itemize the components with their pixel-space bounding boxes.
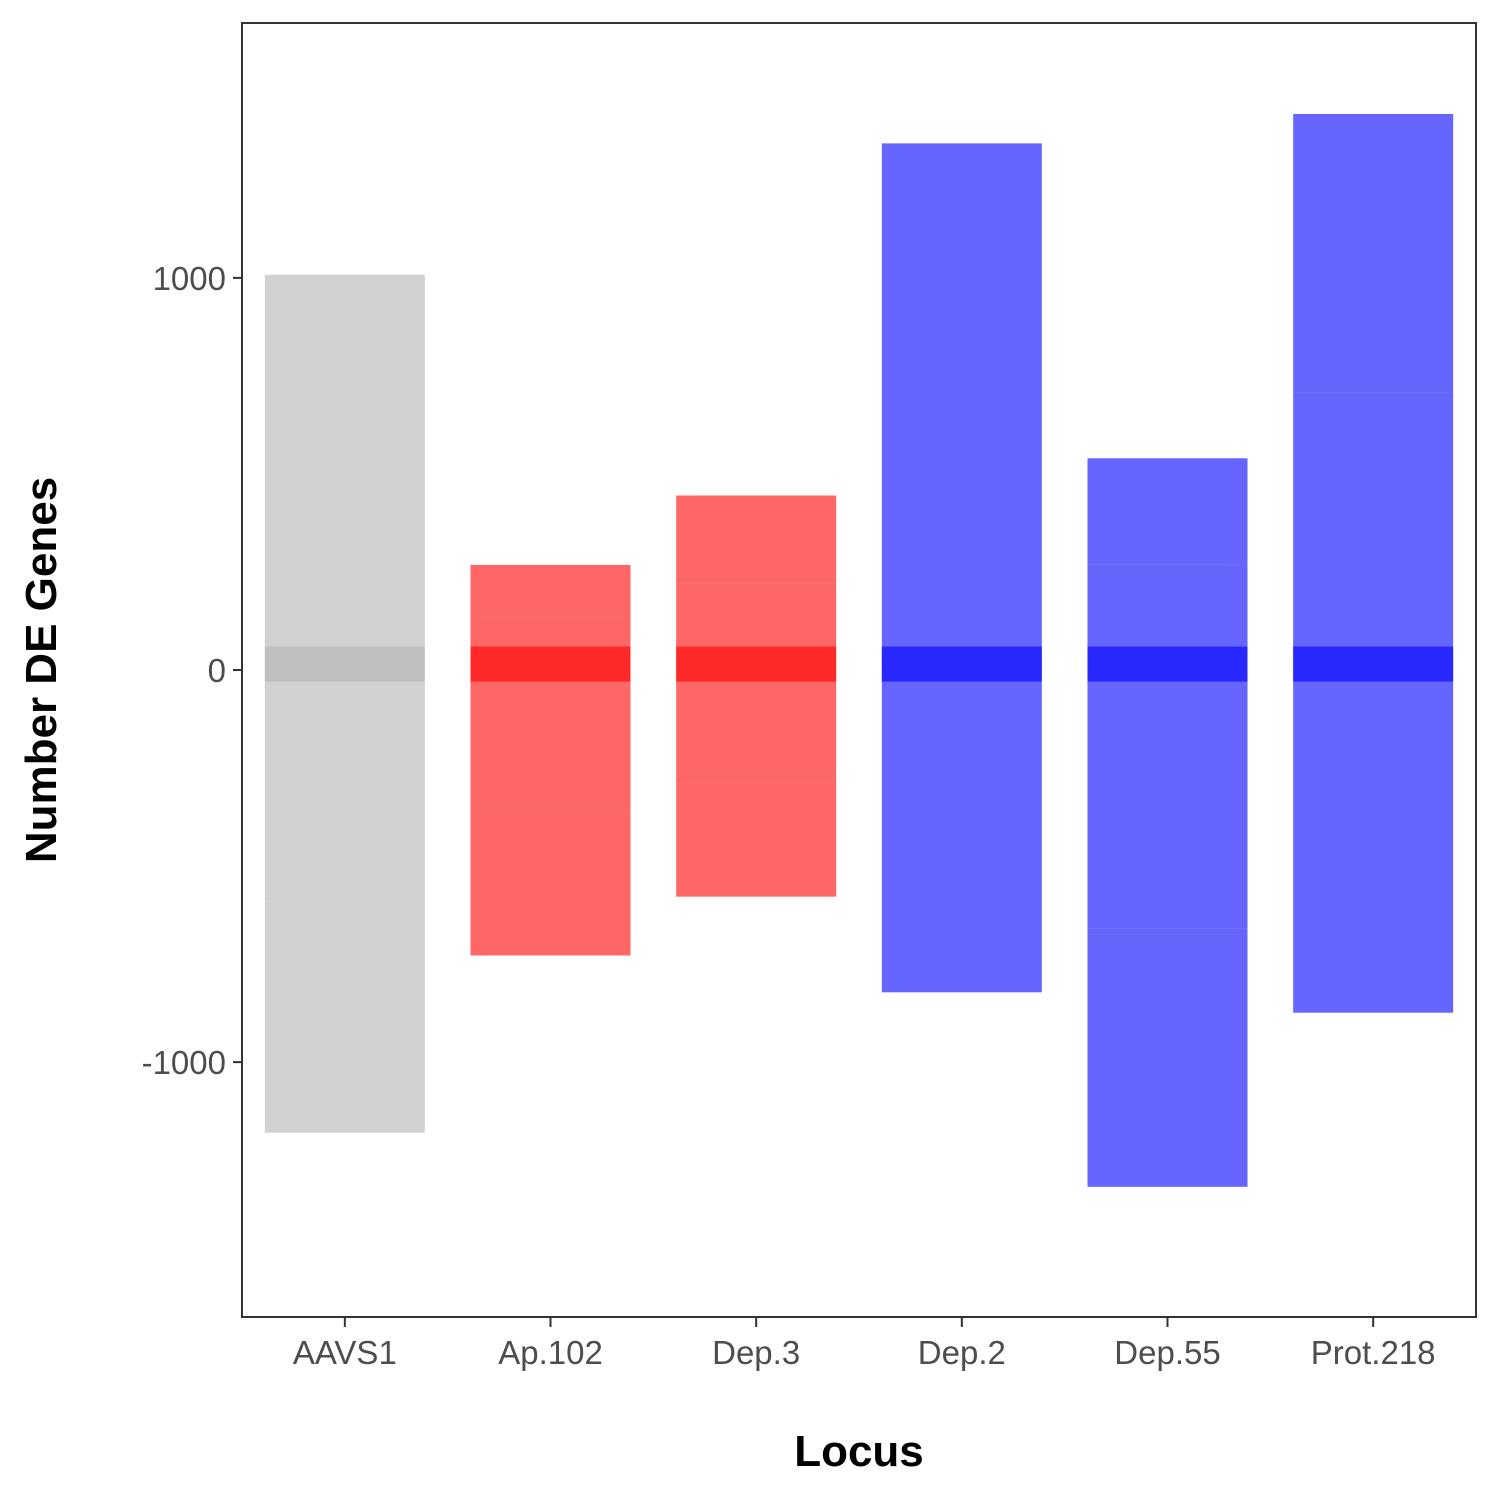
bar-segment <box>676 495 837 584</box>
bar-segment <box>470 564 631 618</box>
bar-segment <box>1293 681 1454 1013</box>
bar-center-band <box>1087 646 1248 682</box>
x-tick-label: Prot.218 <box>1311 1334 1436 1371</box>
bar-segment <box>1087 681 1248 929</box>
x-tick-label: Dep.2 <box>918 1334 1006 1371</box>
bar-segment <box>1087 928 1248 1187</box>
bar-segment <box>676 681 837 784</box>
bar-segment <box>676 583 837 647</box>
bar-Dep.55 <box>1087 458 1248 1187</box>
bar-center-band <box>1293 646 1454 682</box>
bar-segment <box>881 681 1042 993</box>
bar-center-band <box>470 646 631 682</box>
bar-Dep.2 <box>881 143 1042 993</box>
bar-segment <box>881 143 1042 647</box>
bar-center-band <box>676 646 837 682</box>
x-tick-label: Ap.102 <box>498 1334 603 1371</box>
bar-segment <box>264 274 425 647</box>
x-tick-label: Dep.55 <box>1114 1334 1220 1371</box>
bar-segment <box>1293 392 1454 647</box>
x-axis: AAVS1 Ap.102 Dep.3 Dep.2 Dep.55 Prot.218 <box>293 1317 1436 1371</box>
bar-center-band <box>264 646 425 682</box>
x-tick-label: AAVS1 <box>293 1334 397 1371</box>
y-axis: -1000 0 1000 <box>142 260 242 1081</box>
y-tick-label: 0 <box>208 652 226 689</box>
bar-Ap.102 <box>470 564 631 956</box>
bars-group <box>264 113 1454 1187</box>
y-axis-title: Number DE Genes <box>17 477 66 863</box>
bar-segment <box>1087 564 1248 647</box>
bar-segment <box>676 783 837 897</box>
x-tick-label: Dep.3 <box>712 1334 800 1371</box>
bar-AAVS1 <box>264 274 425 1133</box>
bar-segment <box>264 901 425 1133</box>
bar-Prot.218 <box>1293 113 1454 1013</box>
x-axis-title: Locus <box>794 1427 924 1476</box>
y-tick-label: 1000 <box>153 260 226 297</box>
bar-segment <box>1087 458 1248 565</box>
bar-segment <box>1293 113 1454 393</box>
bar-segment <box>470 617 631 647</box>
bar-segment <box>470 813 631 956</box>
bar-Dep.3 <box>676 495 837 897</box>
bar-segment <box>264 681 425 902</box>
bar-center-band <box>881 646 1042 682</box>
bar-segment <box>470 681 631 814</box>
y-tick-label: -1000 <box>142 1044 226 1081</box>
plot-panel-border <box>241 22 1477 1318</box>
